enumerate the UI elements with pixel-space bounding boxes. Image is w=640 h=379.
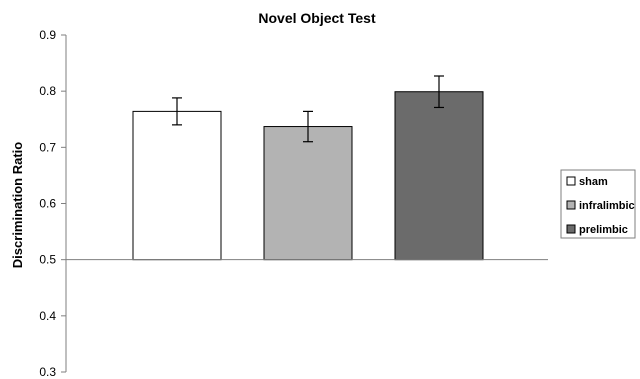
bars — [132, 91, 484, 261]
legend-swatch-infralimbic — [566, 200, 576, 210]
chart-title: Novel Object Test — [258, 10, 376, 26]
y-axis-title: Discrimination Ratio — [10, 142, 25, 268]
y-tick-label: 0.4 — [39, 309, 56, 323]
y-tick-label: 0.8 — [39, 84, 56, 98]
y-tick-label: 0.3 — [39, 365, 56, 379]
bar-sham — [132, 110, 222, 261]
y-tick-label: 0.5 — [39, 253, 56, 267]
bar-infralimbic — [263, 126, 353, 261]
legend-swatch-prelimbic — [566, 224, 576, 234]
bar-prelimbic — [394, 91, 484, 261]
legend: sham infralimbic prelimbic — [560, 169, 636, 239]
y-tick-label: 0.7 — [39, 140, 56, 154]
plot-area: 0.9 0.8 0.7 0.6 0.5 0.4 0.3 — [39, 28, 548, 379]
y-tick-label: 0.9 — [39, 28, 56, 42]
legend-label-sham: sham — [579, 176, 608, 188]
y-axis-ticks: 0.9 0.8 0.7 0.6 0.5 0.4 0.3 — [39, 28, 66, 379]
legend-swatch-sham — [566, 176, 576, 186]
legend-label-infralimbic: infralimbic — [579, 200, 635, 212]
legend-label-prelimbic: prelimbic — [579, 224, 628, 236]
y-tick-label: 0.6 — [39, 197, 56, 211]
error-bars — [172, 75, 444, 143]
